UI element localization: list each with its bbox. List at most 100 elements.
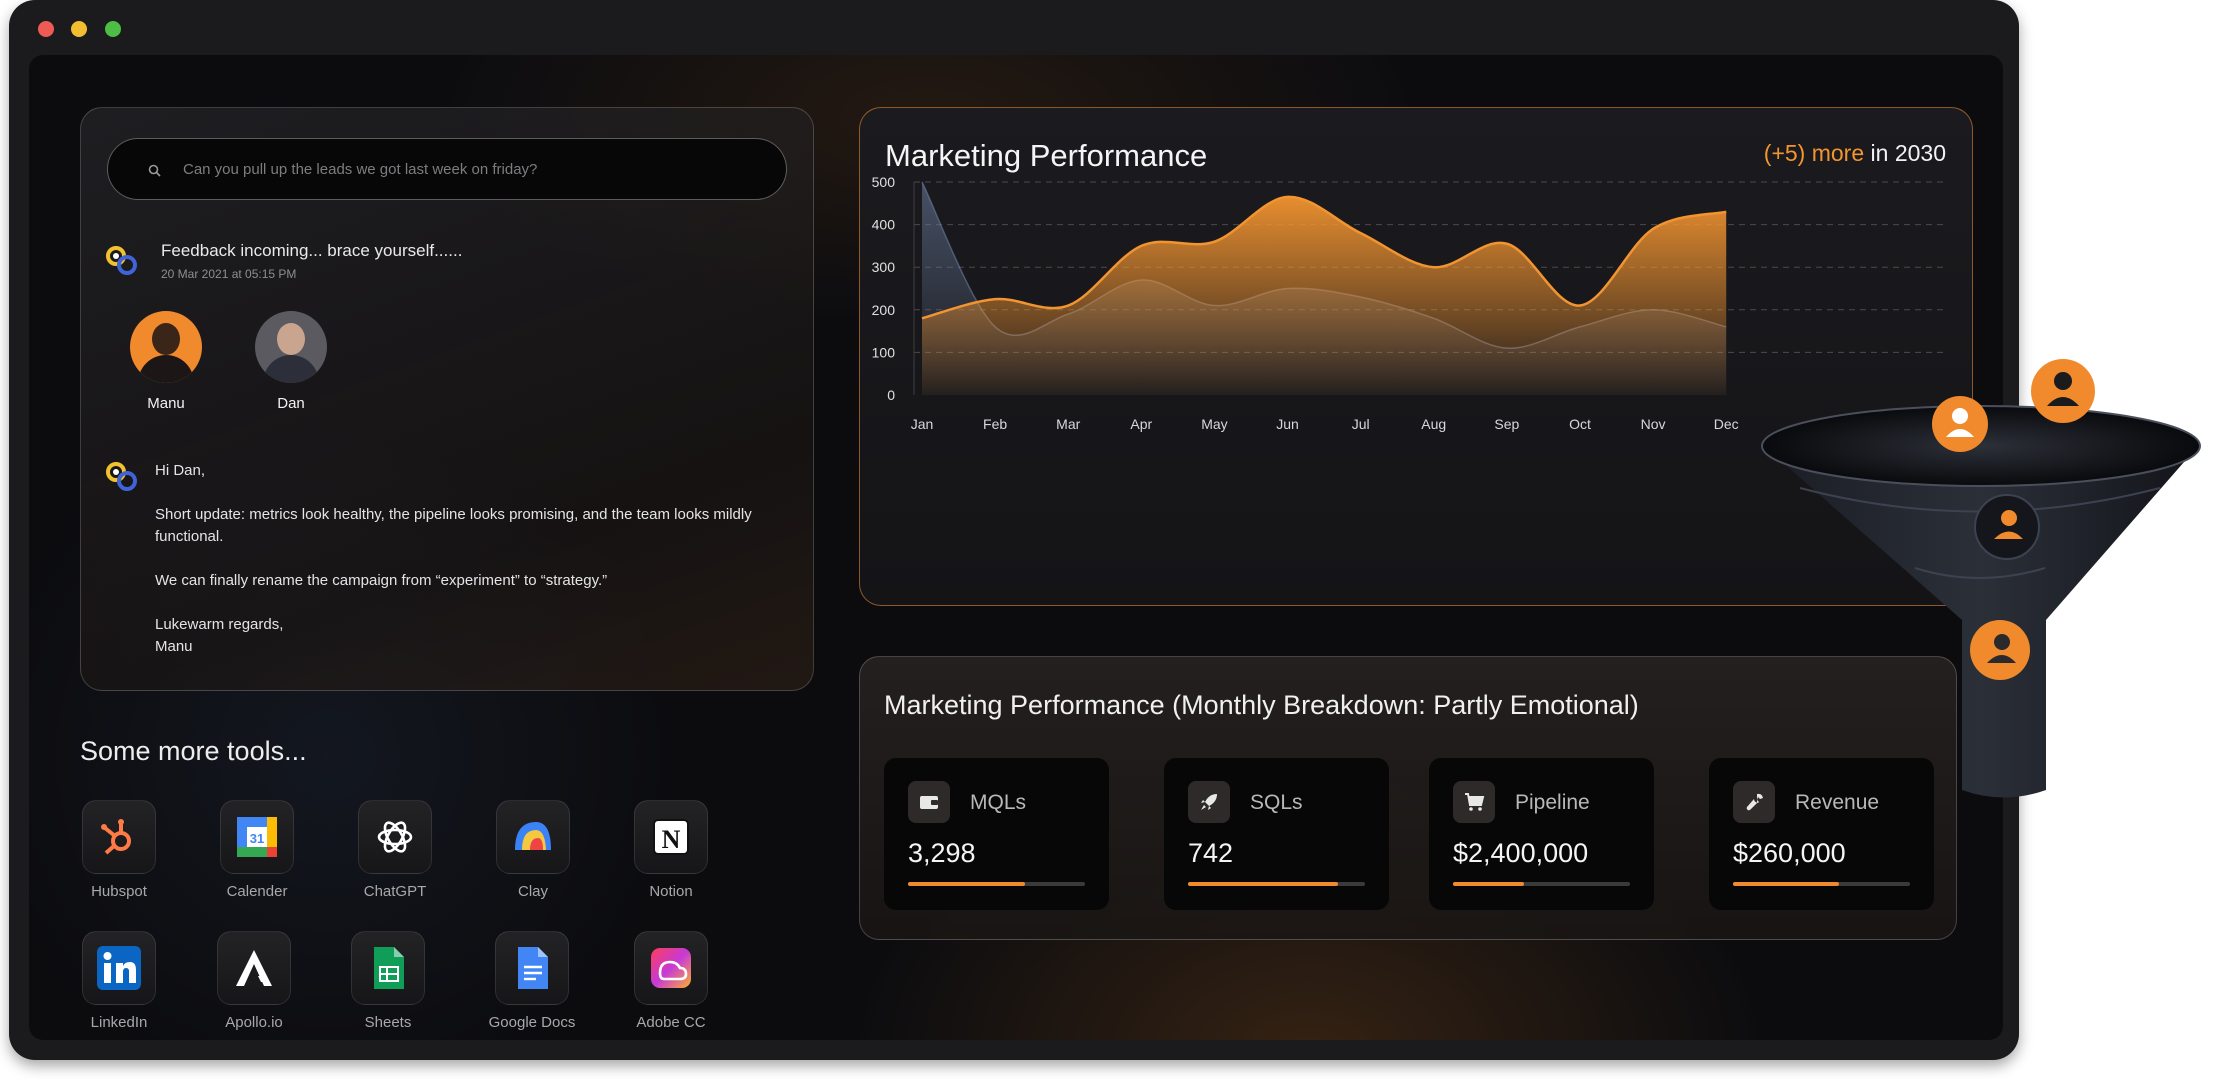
x-tick-label: Jul — [1352, 416, 1370, 432]
avatar — [255, 311, 327, 383]
apollo-icon — [217, 931, 291, 1005]
metric-progress-fill — [908, 882, 1025, 886]
tool-hubspot[interactable]: Hubspot — [64, 800, 174, 900]
metric-progress-track — [1733, 882, 1910, 886]
linkedin-icon — [82, 931, 156, 1005]
metric-card-revenue[interactable]: Revenue $260,000 — [1709, 758, 1934, 910]
tool-linkedin[interactable]: LinkedIn — [64, 931, 174, 1031]
person-manu[interactable]: Manu — [121, 311, 211, 412]
cart-icon — [1453, 781, 1495, 823]
calendar-icon: 31 — [220, 800, 294, 874]
tool-chatgpt[interactable]: ChatGPT — [340, 800, 450, 900]
tool-label: LinkedIn — [90, 1014, 148, 1031]
maximize-window-button[interactable] — [105, 21, 121, 37]
chatgpt-icon — [358, 800, 432, 874]
y-tick-label: 300 — [872, 259, 896, 275]
funnel-illustration — [1761, 359, 2201, 798]
metric-value: $2,400,000 — [1453, 838, 1589, 868]
metric-value: 3,298 — [908, 838, 976, 868]
message-title: Feedback incoming... brace yourself.....… — [161, 241, 463, 260]
metric-value: 742 — [1188, 838, 1234, 868]
series-line-1 — [921, 195, 1727, 320]
x-tick-label: Oct — [1569, 416, 1591, 432]
person-name: Manu — [147, 395, 185, 412]
search-icon — [148, 164, 161, 177]
tool-apollo[interactable]: Apollo.io — [199, 931, 309, 1031]
email-paragraph: We can finally rename the campaign from … — [155, 572, 608, 589]
minimize-window-button[interactable] — [71, 21, 87, 37]
x-tick-label: Apr — [1130, 416, 1152, 432]
metric-label: MQLs — [970, 791, 1027, 814]
google-docs-icon — [495, 931, 569, 1005]
tool-clay[interactable]: Clay — [478, 800, 588, 900]
lead-avatar-icon — [2031, 359, 2095, 423]
wrench-icon — [1733, 781, 1775, 823]
metric-label: SQLs — [1250, 791, 1303, 814]
svg-text:31: 31 — [250, 831, 264, 846]
y-tick-label: 0 — [887, 387, 895, 403]
metric-value: $260,000 — [1733, 838, 1846, 868]
svg-text:N: N — [662, 825, 681, 854]
tool-label: Google Docs — [488, 1014, 576, 1031]
tool-label: ChatGPT — [363, 883, 427, 900]
metric-card-sqls[interactable]: SQLs 742 — [1164, 758, 1389, 910]
tool-label: Adobe CC — [636, 1014, 706, 1031]
sheets-icon — [351, 931, 425, 1005]
clay-icon — [496, 800, 570, 874]
y-tick-label: 200 — [872, 302, 896, 318]
search-bar[interactable] — [107, 138, 787, 200]
x-tick-label: Jun — [1276, 416, 1299, 432]
tool-google-docs[interactable]: Google Docs — [477, 931, 587, 1031]
series-area-1 — [922, 196, 1727, 395]
metric-card-mqls[interactable]: MQLs 3,298 — [884, 758, 1109, 910]
rocket-icon — [1188, 781, 1230, 823]
chart-badge-text: in 2030 — [1870, 140, 1946, 166]
metric-progress-track — [1453, 882, 1630, 886]
notion-icon: N — [634, 800, 708, 874]
x-tick-label: Feb — [983, 416, 1007, 432]
x-tick-label: Dec — [1714, 416, 1739, 432]
metric-progress-fill — [1188, 882, 1339, 886]
dashboard-screen: Feedback incoming... brace yourself.....… — [29, 55, 2003, 1040]
wallet-icon — [908, 781, 950, 823]
tool-calendar[interactable]: 31 Calender — [202, 800, 312, 900]
chart-badge: (+5) more in 2030 — [1764, 140, 1946, 167]
tool-label: Calender — [226, 883, 288, 900]
metric-progress-fill — [1453, 882, 1524, 886]
marketing-performance-chart: 0 100 200 300 400 500 Jan Feb Mar Apr May Jun Jul Aug… — [872, 174, 1945, 432]
x-tick-label: Nov — [1641, 416, 1666, 432]
x-tick-label: May — [1201, 416, 1227, 432]
close-window-button[interactable] — [38, 21, 54, 37]
tool-notion[interactable]: N Notion — [616, 800, 726, 900]
metric-progress-fill — [1733, 882, 1840, 886]
tool-adobe-cc[interactable]: Adobe CC — [616, 931, 726, 1031]
chart-panel: 0 100 200 300 400 500 Jan Feb Mar Apr May Jun Jul Aug… — [859, 107, 1973, 606]
person-dan[interactable]: Dan — [246, 311, 336, 412]
lead-avatar-icon — [1974, 494, 2040, 560]
person-name: Dan — [277, 395, 305, 412]
tool-label: Clay — [517, 883, 548, 900]
tool-label: Sheets — [364, 1014, 412, 1031]
avatar — [130, 311, 202, 383]
chat-panel: Feedback incoming... brace yourself.....… — [80, 107, 814, 691]
tool-sheets[interactable]: Sheets — [333, 931, 443, 1031]
email-body: Hi Dan, Short update: metrics look healt… — [155, 460, 775, 680]
tools-heading: Some more tools... — [80, 736, 307, 766]
tool-label: Apollo.io — [225, 1014, 283, 1031]
x-tick-label: Jan — [911, 416, 934, 432]
email-greeting: Hi Dan, — [155, 462, 206, 479]
lead-avatar-icon — [1970, 620, 2030, 680]
x-tick-label: Aug — [1421, 416, 1446, 432]
chart-title: Marketing Performance — [885, 138, 1208, 173]
x-tick-label: Sep — [1494, 416, 1519, 432]
tool-label: Notion — [649, 883, 693, 900]
metric-progress-track — [908, 882, 1085, 886]
y-tick-label: 100 — [872, 344, 896, 360]
metric-card-pipeline[interactable]: Pipeline $2,400,000 — [1429, 758, 1654, 910]
adobe-cc-icon — [634, 931, 708, 1005]
message-timestamp: 20 Mar 2021 at 05:15 PM — [161, 267, 297, 281]
email-signoff: Lukewarm regards, Manu — [155, 616, 284, 655]
search-input[interactable] — [183, 139, 763, 199]
assistant-logo-icon — [106, 246, 137, 275]
metric-label: Revenue — [1795, 791, 1880, 814]
